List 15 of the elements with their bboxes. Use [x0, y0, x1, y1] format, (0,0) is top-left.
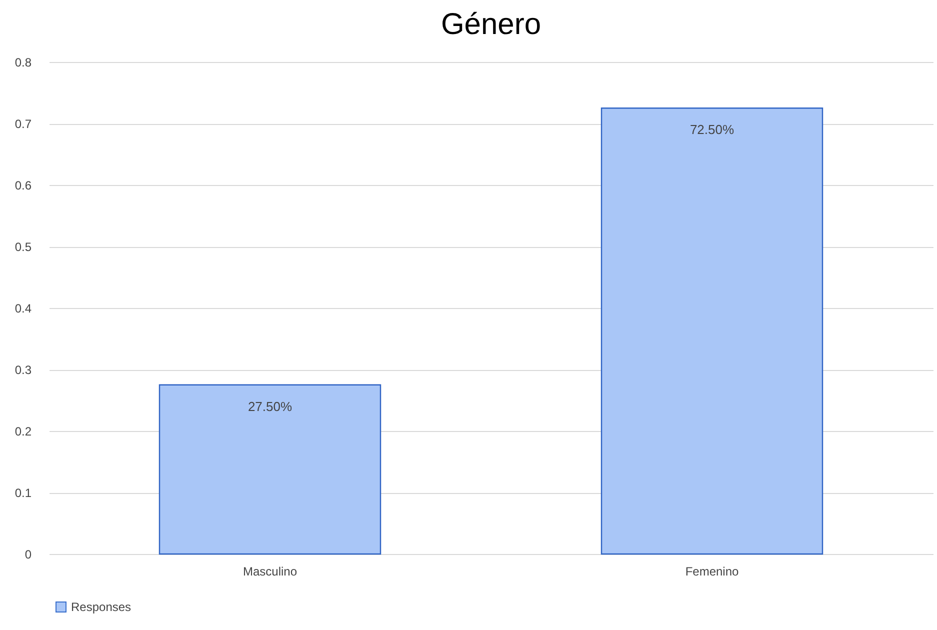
data-label: 72.50% [690, 122, 734, 138]
x-tick-label: Masculino [242, 564, 298, 578]
chart-title: Género [440, 8, 542, 41]
y-tick-label: 0 [24, 548, 32, 562]
y-tick-label: 0.3 [14, 363, 32, 377]
legend-label: Responses [71, 600, 132, 614]
y-tick-label: 0.2 [14, 424, 32, 438]
y-tick-label: 0.8 [14, 56, 32, 70]
y-tick-label: 0.1 [14, 486, 32, 500]
y-tick-label: 0.7 [14, 117, 32, 131]
y-tick-label: 0.4 [14, 302, 32, 316]
data-label: 27.50% [248, 398, 292, 414]
y-tick-label: 0.5 [14, 240, 32, 254]
y-tick-label: 0.6 [14, 178, 32, 192]
x-tick-label: Femenino [685, 564, 739, 578]
